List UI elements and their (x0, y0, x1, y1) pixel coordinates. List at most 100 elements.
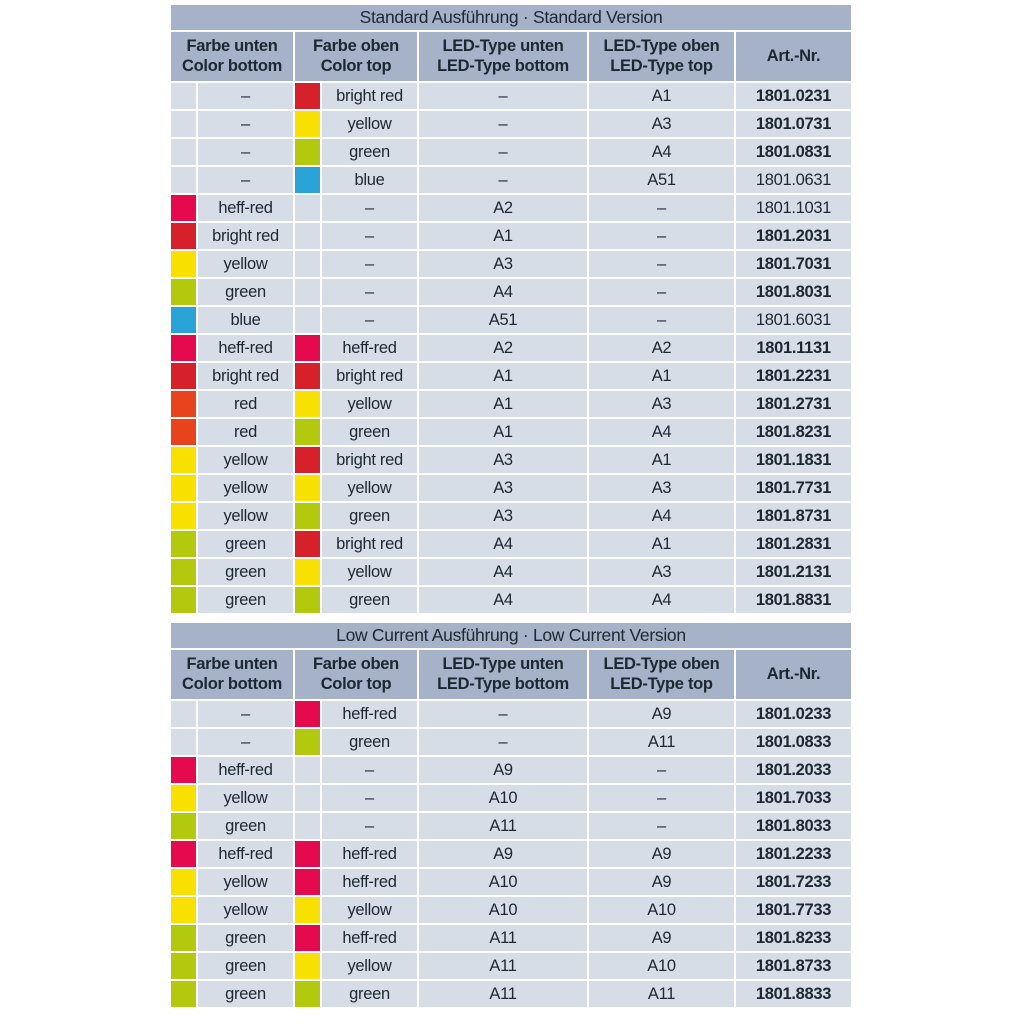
color-bottom-swatch (171, 701, 196, 727)
color-top-cell: heff-red (322, 335, 417, 361)
art-nr-cell: 1801.8831 (736, 587, 852, 613)
color-top-cell: yellow (322, 475, 417, 501)
led-type-bottom-cell: A10 (419, 869, 587, 895)
color-bottom-cell: bright red (198, 363, 293, 389)
color-top-swatch (295, 167, 320, 193)
color-top-swatch (295, 729, 320, 755)
led-type-top-cell: – (589, 757, 734, 783)
header-color-top-line1: Farbe oben (313, 655, 399, 674)
color-top-cell: – (322, 813, 417, 839)
led-type-top-cell: – (589, 279, 734, 305)
table-row: green bright red A4 A1 1801.2831 (171, 531, 852, 557)
header-led-top: LED-Type oben LED-Type top (589, 32, 734, 81)
art-nr-cell: 1801.8833 (736, 981, 851, 1007)
color-bottom-cell: – (198, 111, 293, 137)
table-row: – yellow – A3 1801.0731 (171, 111, 852, 137)
color-top-cell: heff-red (322, 841, 417, 867)
color-top-cell: heff-red (322, 925, 417, 951)
color-top-swatch (295, 841, 320, 867)
art-nr-cell: 1801.2231 (736, 363, 852, 389)
art-nr-cell: 1801.8733 (736, 953, 851, 979)
color-bottom-swatch (171, 307, 196, 333)
color-bottom-cell: heff-red (198, 757, 293, 783)
color-top-swatch (295, 279, 320, 305)
color-bottom-cell: – (198, 167, 293, 193)
color-top-cell: blue (322, 167, 417, 193)
color-bottom-swatch (171, 559, 196, 585)
header-color-top: Farbe oben Color top (295, 650, 417, 699)
color-bottom-swatch (171, 729, 196, 755)
led-type-bottom-cell: – (419, 111, 587, 137)
color-top-swatch (295, 223, 320, 249)
color-top-cell: heff-red (322, 701, 417, 727)
color-top-swatch (295, 701, 320, 727)
led-type-bottom-cell: – (419, 729, 587, 755)
color-bottom-cell: green (198, 925, 293, 951)
color-top-cell: yellow (322, 391, 417, 417)
table-row: heff-red – A9–1801.2033 (171, 757, 851, 783)
led-type-bottom-cell: A4 (419, 279, 587, 305)
header-color-bottom-line2: Color bottom (182, 56, 282, 75)
standard-version-table: Standard Ausführung · Standard Version F… (169, 3, 853, 615)
color-bottom-swatch (171, 223, 196, 249)
color-bottom-swatch (171, 167, 196, 193)
led-type-bottom-cell: A1 (419, 419, 587, 445)
art-nr-cell: 1801.8731 (736, 503, 852, 529)
art-nr-cell: 1801.0231 (736, 83, 852, 109)
header-led-top-line2: LED-Type top (610, 674, 713, 693)
table-row: blue – A51–1801.6031 (171, 307, 852, 333)
color-bottom-cell: green (198, 531, 293, 557)
color-bottom-cell: yellow (198, 785, 293, 811)
led-type-top-cell: A3 (589, 475, 734, 501)
color-bottom-cell: blue (198, 307, 293, 333)
color-top-swatch (295, 307, 320, 333)
section-title: Low Current Ausführung · Low Current Ver… (171, 623, 851, 648)
led-type-bottom-cell: A3 (419, 503, 587, 529)
color-bottom-swatch (171, 447, 196, 473)
led-type-top-cell: A1 (589, 83, 734, 109)
color-bottom-cell: – (198, 83, 293, 109)
art-nr-cell: 1801.1831 (736, 447, 852, 473)
color-bottom-cell: green (198, 953, 293, 979)
color-top-swatch (295, 139, 320, 165)
color-bottom-cell: red (198, 419, 293, 445)
art-nr-cell: 1801.2731 (736, 391, 852, 417)
led-type-bottom-cell: A3 (419, 475, 587, 501)
art-nr-cell: 1801.7031 (736, 251, 852, 277)
table-row: yellow yellow A10 A10 1801.7733 (171, 897, 851, 923)
color-bottom-swatch (171, 953, 196, 979)
art-nr-cell: 1801.7233 (736, 869, 851, 895)
color-bottom-cell: – (198, 701, 293, 727)
color-top-cell: yellow (322, 111, 417, 137)
table-row: heff-red – A2–1801.1031 (171, 195, 852, 221)
led-type-top-cell: A4 (589, 503, 734, 529)
section-title-row: Low Current Ausführung · Low Current Ver… (171, 623, 851, 648)
color-top-cell: green (322, 419, 417, 445)
led-type-bottom-cell: A51 (419, 307, 587, 333)
color-bottom-cell: yellow (198, 503, 293, 529)
led-type-top-cell: A11 (589, 729, 734, 755)
color-top-cell: green (322, 587, 417, 613)
led-type-top-cell: A1 (589, 447, 734, 473)
color-top-cell: – (322, 785, 417, 811)
color-top-swatch (295, 813, 320, 839)
led-type-top-cell: A11 (589, 981, 734, 1007)
header-color-bottom: Farbe unten Color bottom (171, 650, 293, 699)
color-bottom-cell: red (198, 391, 293, 417)
art-nr-cell: 1801.8031 (736, 279, 852, 305)
color-top-swatch (295, 111, 320, 137)
led-type-top-cell: A4 (589, 139, 734, 165)
art-nr-cell: 1801.0233 (736, 701, 851, 727)
led-type-bottom-cell: A10 (419, 785, 587, 811)
led-type-top-cell: – (589, 813, 734, 839)
color-top-cell: – (322, 279, 417, 305)
color-top-swatch (295, 981, 320, 1007)
color-top-cell: yellow (322, 897, 417, 923)
led-type-top-cell: A9 (589, 841, 734, 867)
led-type-top-cell: – (589, 251, 734, 277)
color-top-swatch (295, 925, 320, 951)
color-bottom-cell: green (198, 559, 293, 585)
led-type-bottom-cell: A2 (419, 195, 587, 221)
color-bottom-cell: yellow (198, 251, 293, 277)
table-row: – blue – A51 1801.0631 (171, 167, 852, 193)
